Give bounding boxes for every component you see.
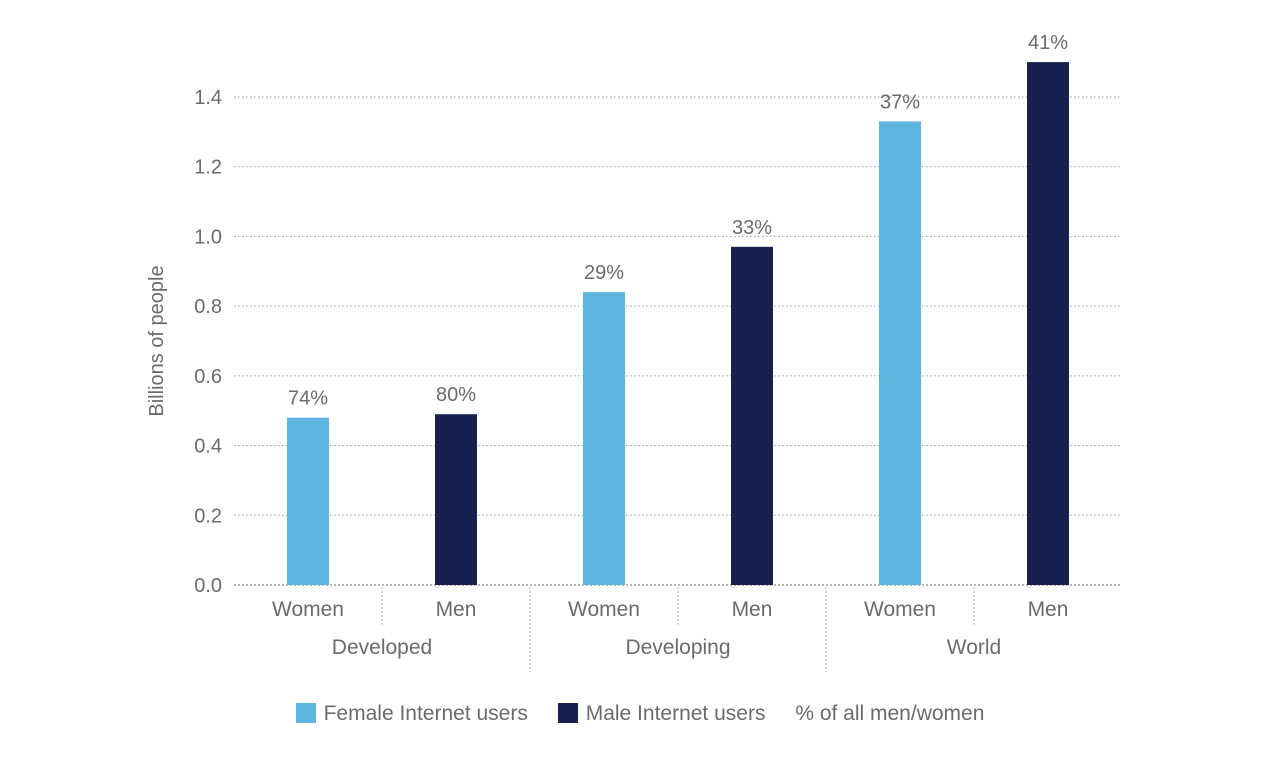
legend-swatch-male (557, 703, 578, 724)
bar-developing-women (583, 292, 625, 585)
bar-developing-men (731, 246, 773, 585)
data-label: 80% (436, 384, 476, 406)
data-label: 29% (584, 262, 624, 284)
y-tick-label: 1.4 (194, 87, 222, 109)
x-category-label: Women (864, 598, 936, 621)
y-tick-label: 0.6 (194, 366, 222, 388)
data-label: 33% (732, 217, 772, 239)
bar-developed-men (435, 414, 477, 585)
y-axis-label: Billions of people (146, 265, 168, 416)
bar-world-men (1027, 62, 1069, 586)
legend-item-female: Female Internet users (295, 702, 528, 726)
x-category-label: Men (436, 598, 477, 621)
data-label: 41% (1028, 32, 1068, 54)
x-category-label: Men (732, 598, 773, 621)
y-tick-label: 1.2 (194, 157, 222, 179)
y-tick-label: 0.0 (194, 575, 222, 597)
x-group-label: Developed (332, 636, 432, 659)
legend-label-percent: % of all men/women (795, 702, 985, 726)
data-label: 37% (880, 91, 920, 113)
bar-world-women (879, 121, 921, 585)
y-tick-label: 0.2 (194, 505, 222, 527)
y-tick-label: 0.8 (194, 296, 222, 318)
legend: Female Internet users Male Internet user… (0, 702, 1280, 726)
data-label: 74% (288, 388, 328, 410)
x-category-label: Men (1028, 598, 1069, 621)
x-category-label: Women (272, 598, 344, 621)
legend-item-percent: % of all men/women (795, 702, 984, 726)
legend-item-male: Male Internet users (557, 702, 766, 726)
legend-label-male: Male Internet users (585, 702, 766, 726)
bar-chart: 0.0 0.2 0.4 0.6 0.8 1.0 1.2 1.4 Billions of peop… (146, 32, 1122, 672)
y-tick-label: 0.4 (194, 436, 222, 458)
bar-developed-women (287, 417, 329, 585)
y-tick-label: 1.0 (194, 226, 222, 248)
x-group-label: World (947, 636, 1001, 659)
legend-swatch-female (295, 703, 316, 724)
legend-label-female: Female Internet users (323, 702, 528, 726)
x-group-label: Developing (625, 636, 730, 659)
x-category-label: Women (568, 598, 640, 621)
